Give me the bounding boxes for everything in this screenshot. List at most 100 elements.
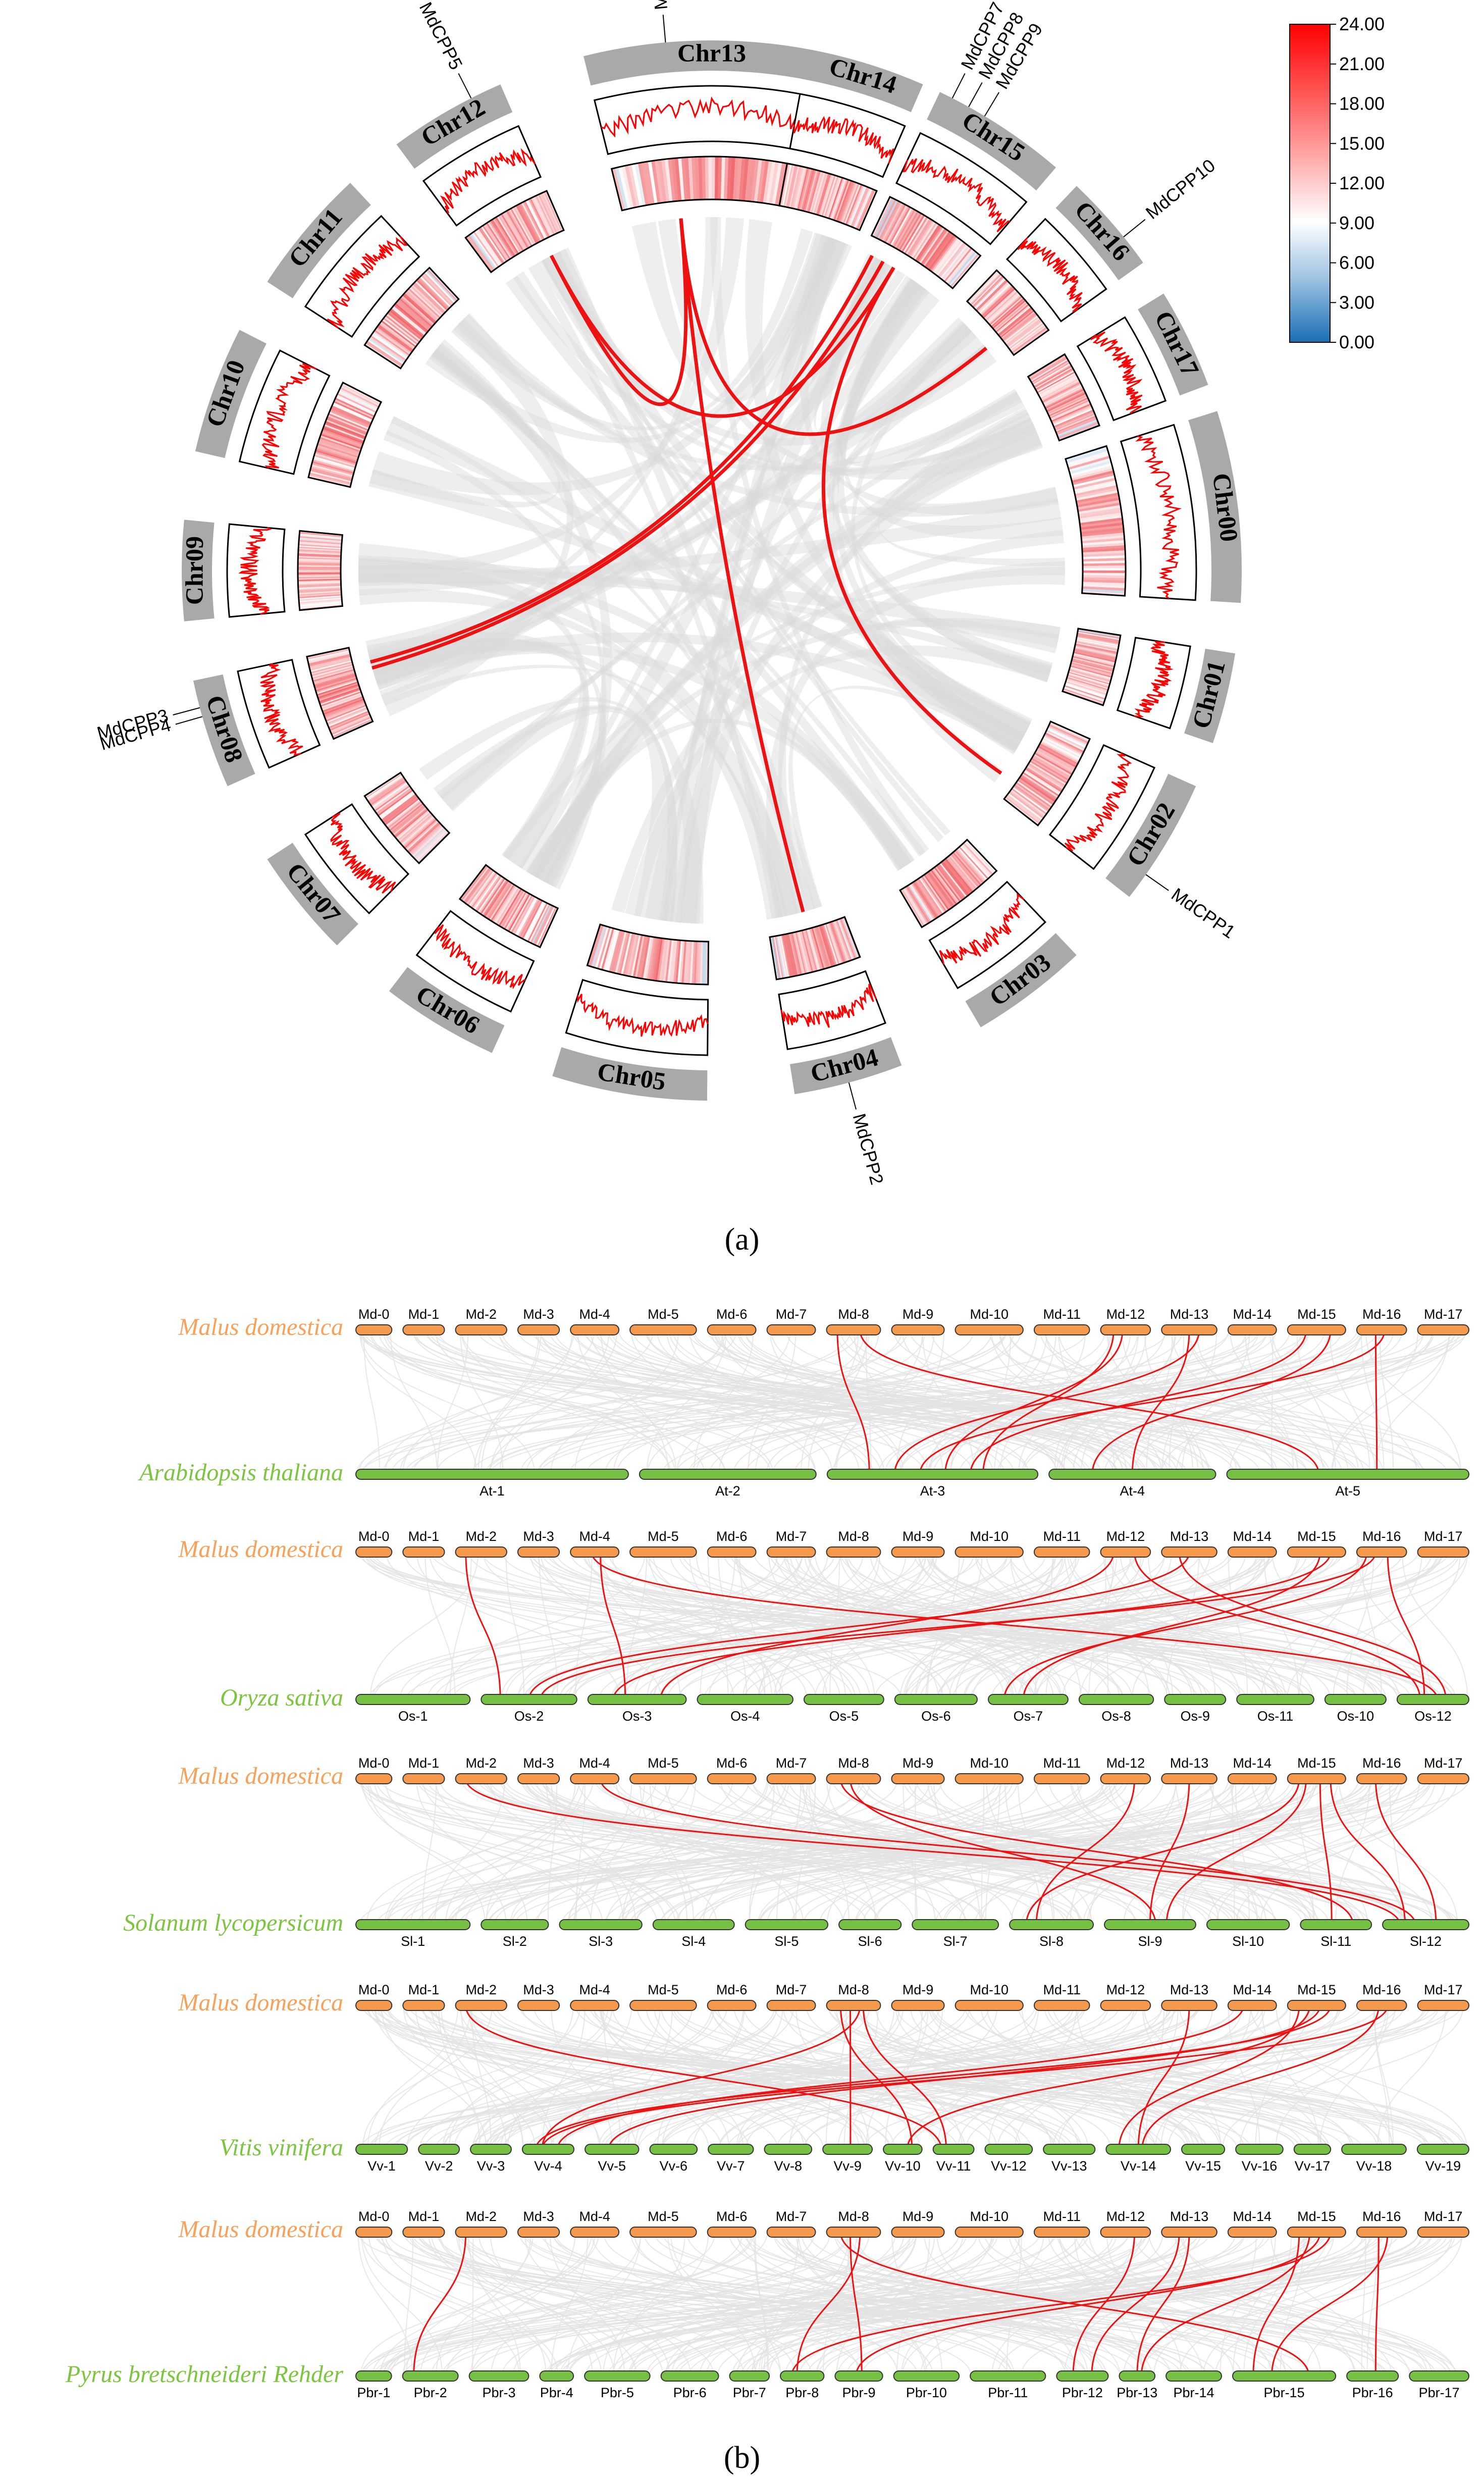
background-synteny-link xyxy=(930,1329,1038,1475)
heatmap-bin xyxy=(913,881,938,918)
apple-chromosome-bar xyxy=(1033,1773,1090,1784)
heatmap-bin xyxy=(500,213,524,251)
species-chromosome-label: Sl-9 xyxy=(1138,1934,1162,1949)
heatmap-bin xyxy=(1048,724,1089,744)
background-synteny-link xyxy=(493,2005,848,2150)
heatmap-bin xyxy=(910,220,934,258)
heatmap-bin xyxy=(1034,367,1073,389)
heatmap-bin xyxy=(403,817,436,848)
heatmap-bin xyxy=(837,919,854,960)
heatmap-bin xyxy=(298,567,341,570)
background-synteny-link xyxy=(1057,2005,1213,2150)
heatmap-bin xyxy=(1038,746,1077,768)
apple-chromosome-bar xyxy=(707,2227,757,2238)
apple-chromosome-bar xyxy=(1100,1773,1151,1784)
background-synteny-link xyxy=(1034,1778,1276,1925)
background-synteny-link xyxy=(1147,1778,1339,1925)
heatmap-bin xyxy=(1044,386,1083,407)
heatmap-track-chr00 xyxy=(1065,445,1127,597)
heatmap-bin xyxy=(828,922,844,964)
heatmap-bin xyxy=(1068,672,1110,685)
heatmap-bin xyxy=(1011,788,1047,815)
heatmap-bin xyxy=(1026,766,1063,791)
heatmap-bin xyxy=(1009,790,1045,818)
ideogram-chr14 xyxy=(803,49,923,113)
background-synteny-link xyxy=(486,1778,984,1925)
heatmap-bin xyxy=(1072,659,1114,671)
apple-chromosome-label: Md-13 xyxy=(1170,1756,1209,1771)
synteny-block-oryza-sativa: Md-0 Md-1 Md-2 Md-3 Md-4 Md-5 Md-6 Md-7 Md-8 Md-9… xyxy=(178,1529,1470,1724)
collinear-block-link xyxy=(662,236,846,923)
apple-chromosome-label: Md-4 xyxy=(579,2209,610,2224)
background-synteny-link xyxy=(545,1778,624,1925)
heatmap-bin xyxy=(299,599,342,604)
heatmap-bin xyxy=(936,865,964,901)
heatmap-bin xyxy=(626,934,638,976)
heatmap-bin xyxy=(1018,778,1055,804)
background-synteny-link xyxy=(878,1329,1291,1475)
apple-chromosome-bar xyxy=(1161,1546,1217,1558)
heatmap-bin xyxy=(319,437,361,452)
apple-chromosome-label: Md-5 xyxy=(648,1756,679,1771)
heatmap-bin xyxy=(493,218,517,256)
heatmap-bin xyxy=(1041,381,1081,402)
background-synteny-link xyxy=(1346,1552,1374,1700)
background-synteny-link xyxy=(1376,2005,1447,2150)
heatmap-bin xyxy=(614,931,627,974)
background-synteny-link xyxy=(556,1552,1313,1700)
background-synteny-link xyxy=(622,1778,789,1925)
synteny-plot: Md-0 Md-1 Md-2 Md-3 Md-4 Md-5 Md-6 Md-7 Md-8 Md-9… xyxy=(65,1307,1470,2475)
ideogram-chr03 xyxy=(965,933,1077,1027)
heatmap-bin xyxy=(318,440,360,455)
gene-leader xyxy=(175,716,202,725)
orthologous-gene-link xyxy=(541,2005,1389,2150)
heatmap-bin xyxy=(298,557,341,560)
heatmap-bin xyxy=(1030,358,1069,382)
species-chromosome-bar xyxy=(418,2144,460,2155)
heatmap-bin xyxy=(834,180,851,221)
heatmap-bin xyxy=(526,199,548,239)
background-synteny-link xyxy=(561,1778,1234,1925)
heatmap-bin xyxy=(1064,685,1105,700)
heatmap-bin xyxy=(468,235,495,271)
background-synteny-link xyxy=(375,1778,867,1925)
background-synteny-link xyxy=(846,2232,1373,2377)
heatmap-bin xyxy=(486,882,511,919)
background-synteny-link xyxy=(788,2005,1456,2150)
heatmap-bin xyxy=(319,687,360,703)
heatmap-bin xyxy=(1063,689,1104,704)
heatmap-bin xyxy=(645,161,655,204)
background-synteny-link xyxy=(699,1778,1147,1925)
heatmap-bin xyxy=(921,875,947,912)
heatmap-bin xyxy=(494,217,518,255)
background-synteny-link xyxy=(905,2005,1440,2150)
species-chromosome-label: Pbr-13 xyxy=(1117,2385,1157,2400)
background-synteny-link xyxy=(798,2232,928,2377)
species-chromosome-bar xyxy=(803,1694,884,1705)
heatmap-bin xyxy=(757,160,766,203)
background-synteny-link xyxy=(429,1552,662,1700)
heatmap-bin xyxy=(729,157,736,200)
collinear-block-link xyxy=(800,237,1059,515)
heatmap-bin xyxy=(298,583,341,587)
heatmap-bin xyxy=(984,290,1018,320)
background-synteny-link xyxy=(604,1778,1215,1925)
heatmap-bin xyxy=(371,333,408,360)
background-synteny-link xyxy=(630,2232,934,2377)
heatmap-bin xyxy=(464,868,492,904)
heatmap-bin xyxy=(846,185,864,226)
heatmap-bin xyxy=(630,934,641,977)
colorbar-tick-label: 24.00 xyxy=(1339,14,1385,34)
heatmap-bin xyxy=(332,403,373,423)
background-synteny-link xyxy=(1032,1778,1399,1925)
heatmap-bin xyxy=(930,869,958,905)
heatmap-bin xyxy=(978,282,1010,314)
heatmap-bin xyxy=(1074,480,1117,492)
apple-chromosome-label: Md-12 xyxy=(1106,2209,1145,2224)
heatmap-bin xyxy=(514,205,537,244)
heatmap-bin xyxy=(1000,310,1035,338)
species-chromosome-label: Sl-11 xyxy=(1320,1934,1351,1949)
heatmap-bin xyxy=(416,831,449,862)
heatmap-bin xyxy=(972,276,1003,307)
heatmap-bin xyxy=(999,309,1034,337)
